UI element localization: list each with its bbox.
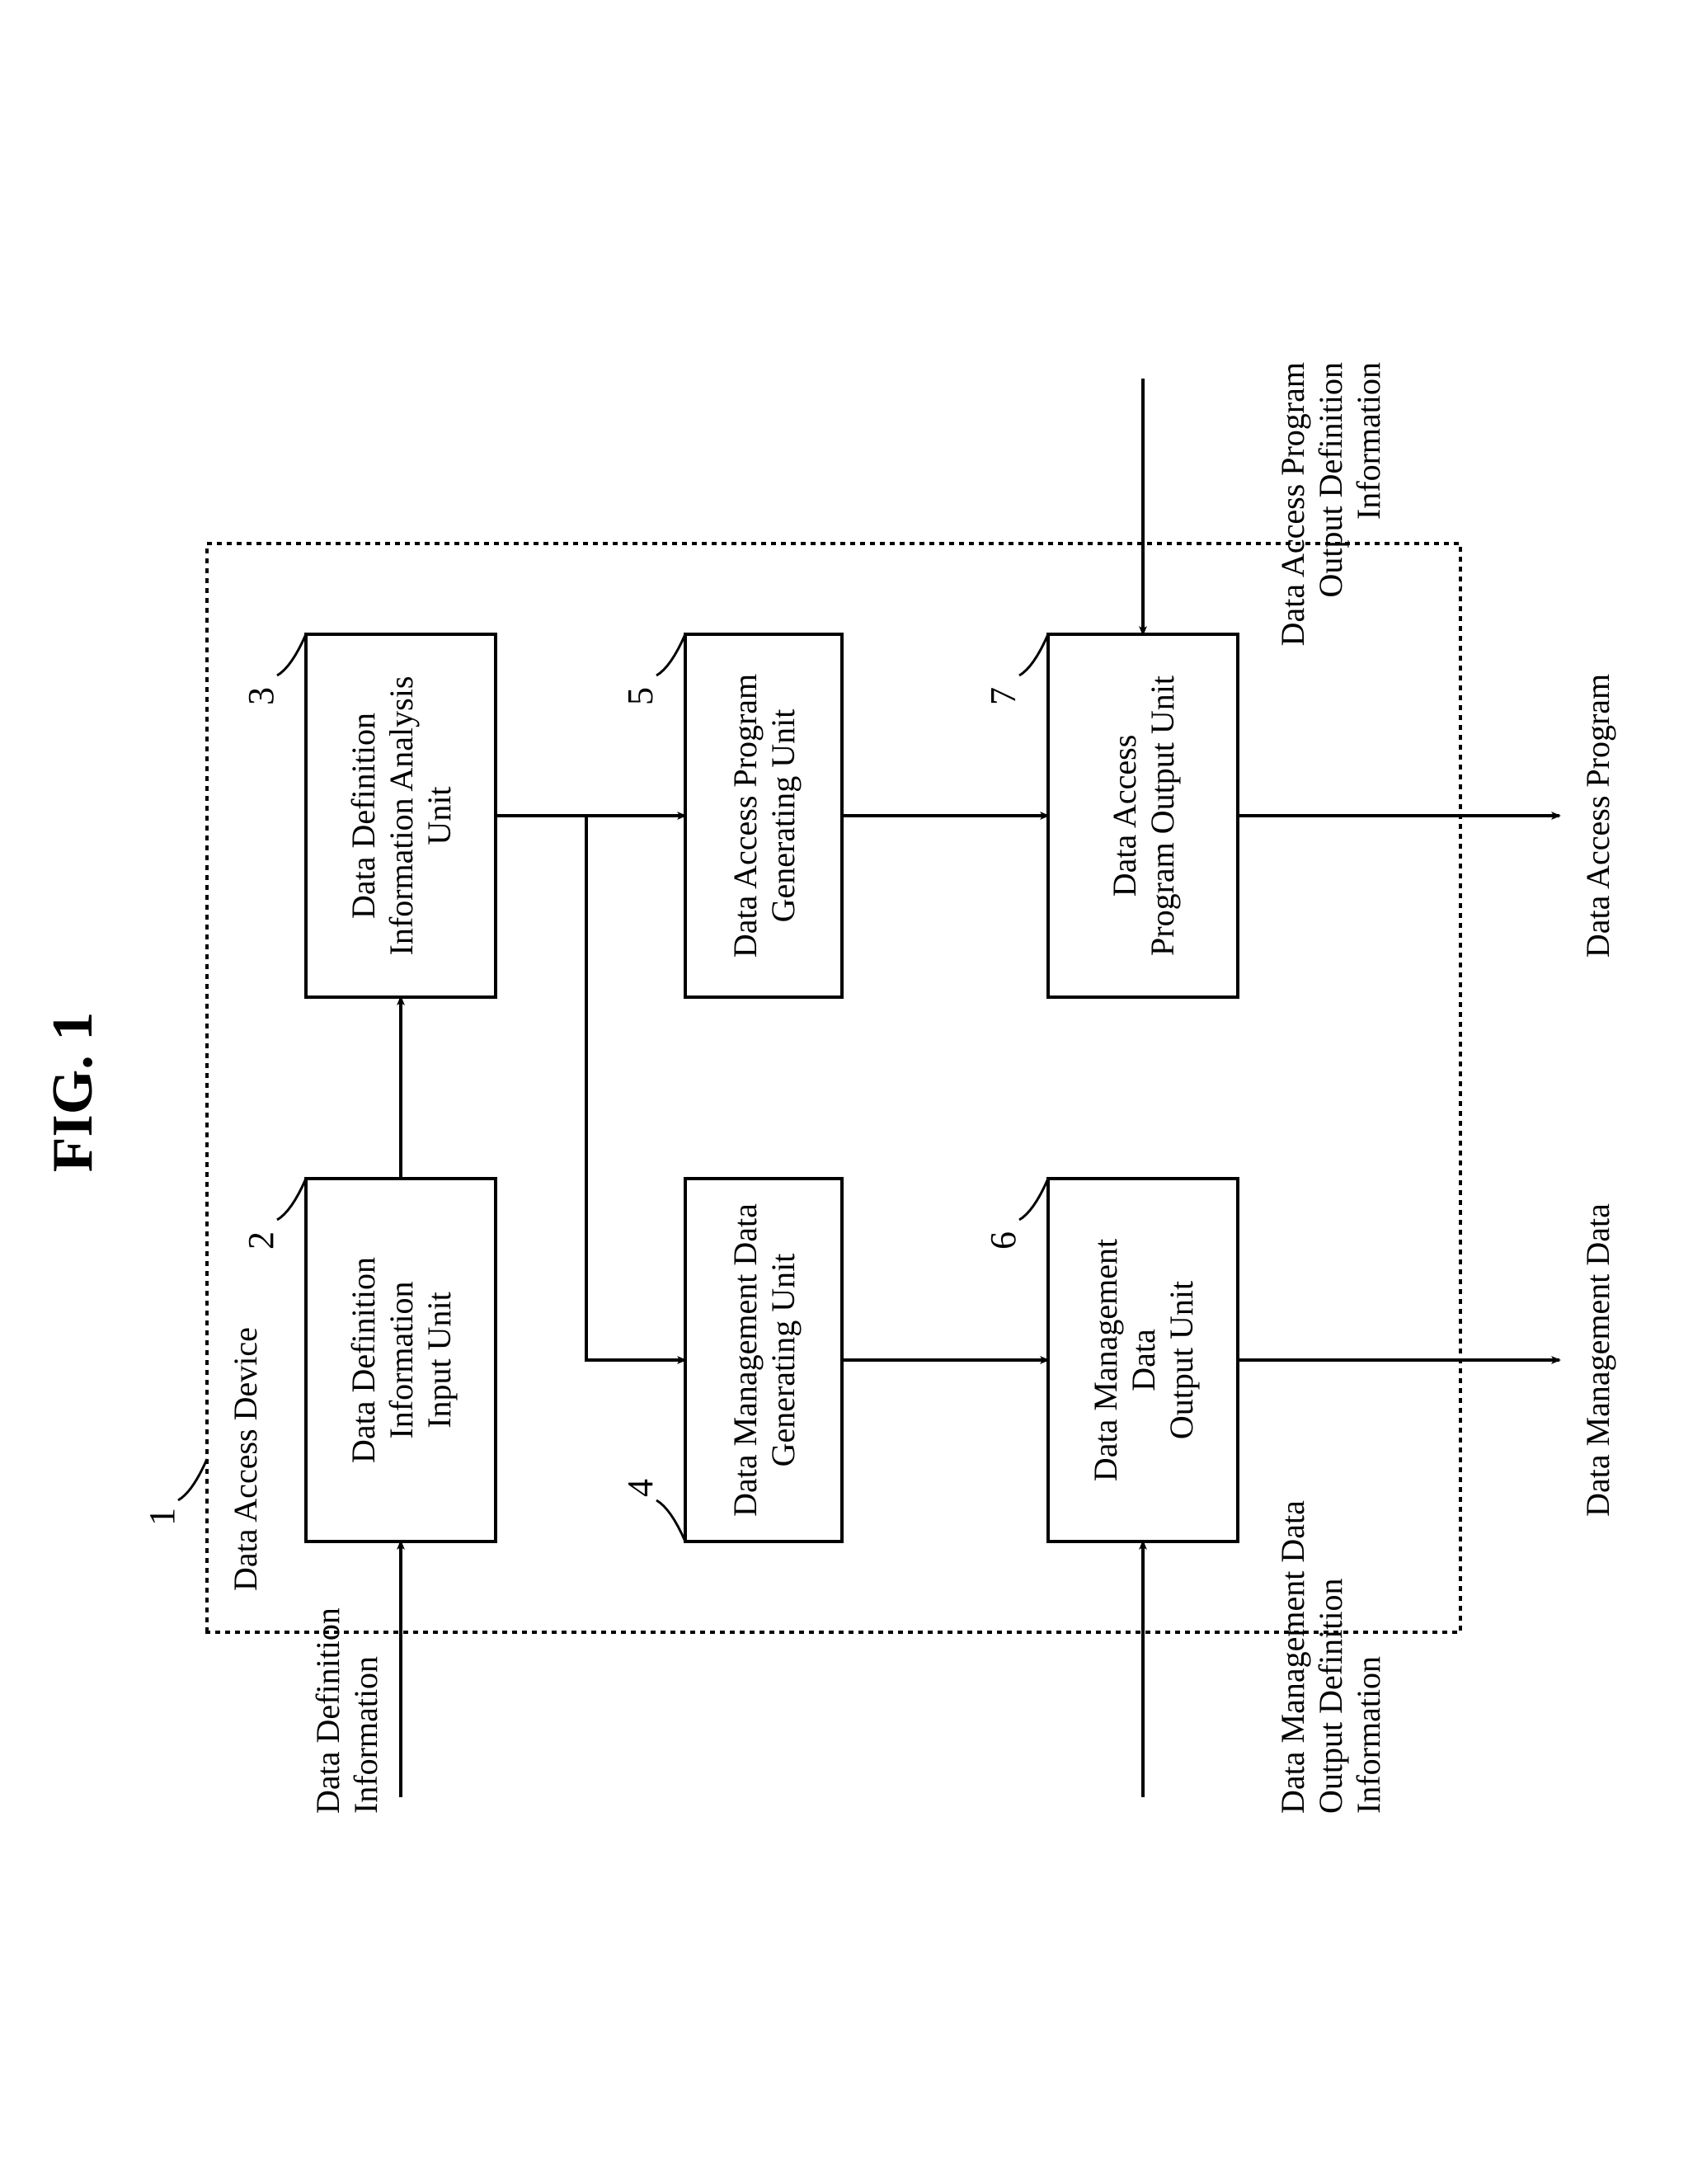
node-n3-ref-number: 3 [241,687,281,705]
ext-label-in-right-bottom: Data Access ProgramOutput DefinitionInfo… [1274,362,1387,646]
svg-text:Unit: Unit [421,786,458,845]
svg-text:Information: Information [1350,362,1387,520]
svg-text:Data Definition: Data Definition [345,713,382,919]
arrow-n3-to-n4 [496,816,685,1360]
node-n5-ref-leader [656,634,685,675]
ext-label-out-bottom-left: Data Management Data [1579,1203,1616,1517]
svg-text:Generating Unit: Generating Unit [764,1254,802,1467]
figure-svg: FIG. 1 Data Access Device 1 Data Definition… [0,0,1707,2184]
node-n5-label: Data Access ProgramGenerating Unit [727,674,802,958]
svg-text:Generating Unit: Generating Unit [764,709,802,923]
svg-text:Data Access Program: Data Access Program [727,674,764,958]
svg-text:Data Definition: Data Definition [345,1257,382,1463]
node-n2-ref-leader [277,1179,306,1220]
node-n7 [1048,634,1238,997]
device-ref-number: 1 [142,1508,182,1526]
svg-text:Data Management Data: Data Management Data [727,1203,764,1517]
node-n6-ref-number: 6 [983,1231,1023,1250]
node-n4-label: Data Management DataGenerating Unit [727,1203,802,1517]
node-n4-ref-leader [656,1500,685,1542]
figure-title: FIG. 1 [41,1012,105,1172]
node-n4-ref-number: 4 [620,1479,661,1497]
node-n6-ref-leader [1019,1179,1048,1220]
svg-text:Output Definition: Output Definition [1312,362,1349,598]
node-n7-ref-number: 7 [983,687,1023,705]
svg-text:Output Definition: Output Definition [1312,1578,1349,1814]
node-n5 [685,634,842,997]
svg-text:Data Management: Data Management [1087,1239,1124,1481]
node-n2-ref-number: 2 [241,1231,281,1250]
ext-label-in-left-bottom: Data Management DataOutput DefinitionInf… [1274,1500,1387,1814]
svg-text:Data Management Data: Data Management Data [1579,1203,1616,1517]
ext-label-out-bottom-right: Data Access Program [1579,674,1616,958]
svg-text:Data Access Program: Data Access Program [1274,362,1311,646]
svg-text:Data Access Program: Data Access Program [1579,674,1616,958]
ext-label-in-left-top: Data DefinitionInformation [309,1607,384,1814]
svg-text:Output Unit: Output Unit [1163,1281,1200,1439]
svg-text:Information: Information [1350,1656,1387,1814]
device-container-label: Data Access Device [227,1327,264,1591]
node-n5-ref-number: 5 [620,687,661,705]
svg-text:Data: Data [1125,1329,1162,1391]
svg-text:Program Output Unit: Program Output Unit [1144,675,1181,956]
node-n6-label: Data ManagementDataOutput Unit [1087,1239,1200,1481]
node-n7-label: Data AccessProgram Output Unit [1106,675,1181,956]
node-n3-label: Data DefinitionInformation AnalysisUnit [345,676,458,956]
svg-text:Data Management Data: Data Management Data [1274,1500,1311,1814]
node-n4 [685,1179,842,1542]
svg-text:Data Access: Data Access [1106,735,1143,897]
svg-text:Input Unit: Input Unit [421,1292,458,1429]
svg-text:Information: Information [347,1656,384,1814]
svg-text:Information Analysis: Information Analysis [383,676,420,956]
svg-text:Data Definition: Data Definition [309,1607,346,1814]
svg-text:Information: Information [383,1281,420,1438]
node-n3-ref-leader [277,634,306,675]
node-n7-ref-leader [1019,634,1048,675]
device-ref-leader [178,1459,207,1500]
node-n2-label: Data DefinitionInformationInput Unit [345,1257,458,1463]
